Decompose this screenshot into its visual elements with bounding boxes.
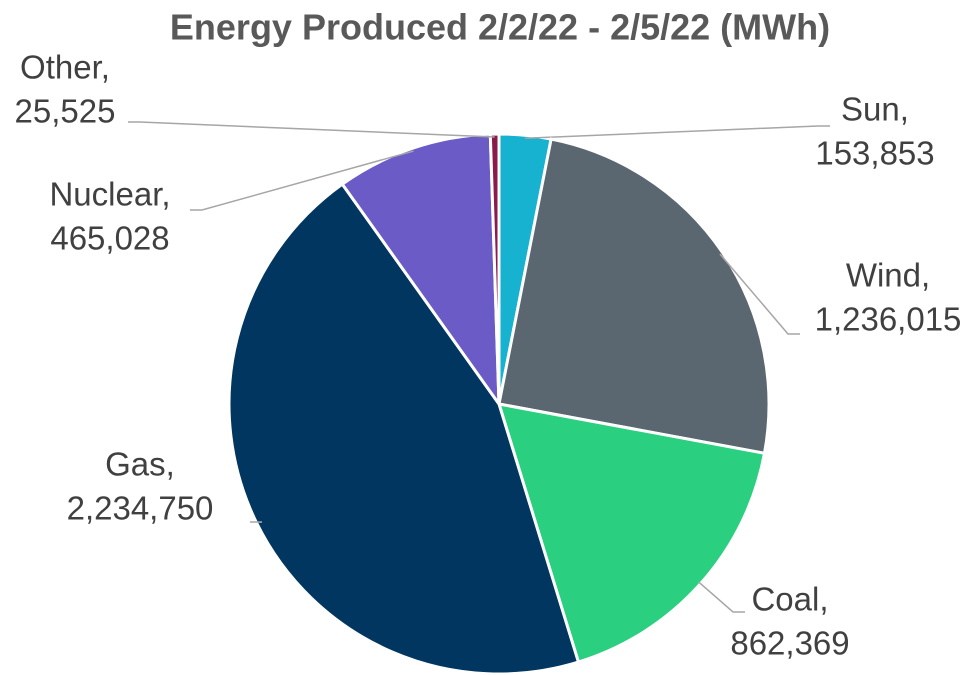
- data-label-category: Wind,: [846, 257, 930, 294]
- chart-title: Energy Produced 2/2/22 - 2/5/22 (MWh): [170, 7, 830, 48]
- leader-line: [719, 253, 800, 335]
- data-label-category: Other,: [20, 49, 110, 86]
- data-label-value: 25,525: [15, 93, 116, 130]
- data-label-value: 153,853: [815, 135, 934, 172]
- data-label-value: 2,234,750: [67, 490, 214, 527]
- data-label-value: 862,369: [730, 625, 849, 662]
- pie-slice: [488, 132, 501, 405]
- data-label-value: 465,028: [50, 220, 169, 257]
- pie-slice: [227, 182, 581, 675]
- leader-line: [524, 125, 830, 140]
- pie-slice: [340, 132, 501, 409]
- pie-slice: [497, 137, 771, 456]
- data-label-category: Sun,: [841, 91, 909, 128]
- leader-line: [697, 581, 745, 613]
- data-label-category: Nuclear,: [49, 176, 170, 213]
- leader-line: [190, 150, 414, 211]
- data-label-category: Coal,: [751, 581, 828, 618]
- data-label-category: Gas,: [105, 446, 175, 483]
- data-label-value: 1,236,015: [815, 301, 962, 338]
- leader-line: [128, 121, 495, 138]
